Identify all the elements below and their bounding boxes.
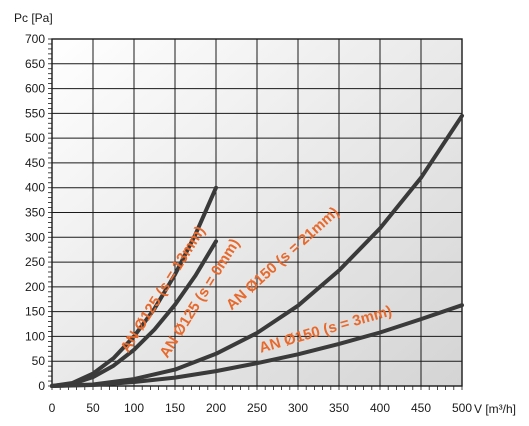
y-tick-label: 700 [25, 32, 45, 46]
y-tick-label: 350 [25, 206, 45, 220]
y-tick-label: 600 [25, 82, 45, 96]
x-tick-label: 0 [49, 401, 56, 415]
x-tick-label: 450 [411, 401, 431, 415]
x-tick-label: 350 [329, 401, 349, 415]
y-tick-label: 150 [25, 305, 45, 319]
y-tick-label: 400 [25, 181, 45, 195]
y-tick-label: 0 [38, 379, 45, 393]
y-tick-label: 450 [25, 156, 45, 170]
series-line-4 [50, 303, 464, 388]
x-tick-label: 250 [247, 401, 267, 415]
x-tick-label: 100 [124, 401, 144, 415]
x-tick-label: 300 [288, 401, 308, 415]
tick-labels: 0 50 100 150 200 250 300 350 400 450 500 0 50 100 150 2… [25, 32, 472, 415]
x-tick-label: 200 [206, 401, 226, 415]
y-tick-label: 550 [25, 106, 45, 120]
x-tick-label: 150 [165, 401, 185, 415]
x-axis-label: V [m³/h] [474, 402, 516, 416]
grid [48, 38, 463, 390]
x-tick-label: 50 [86, 401, 100, 415]
y-axis-label: Pc [Pa] [14, 11, 53, 25]
x-tick-label: 500 [452, 401, 472, 415]
y-tick-label: 300 [25, 230, 45, 244]
y-tick-label: 200 [25, 280, 45, 294]
y-tick-label: 650 [25, 57, 45, 71]
y-tick-label: 500 [25, 131, 45, 145]
x-tick-label: 400 [370, 401, 390, 415]
y-tick-label: 250 [25, 255, 45, 269]
series-line-3 [50, 113, 464, 388]
series-line-2 [50, 239, 218, 388]
series-lines [50, 113, 464, 388]
y-tick-label: 50 [32, 354, 46, 368]
y-tick-label: 100 [25, 329, 45, 343]
